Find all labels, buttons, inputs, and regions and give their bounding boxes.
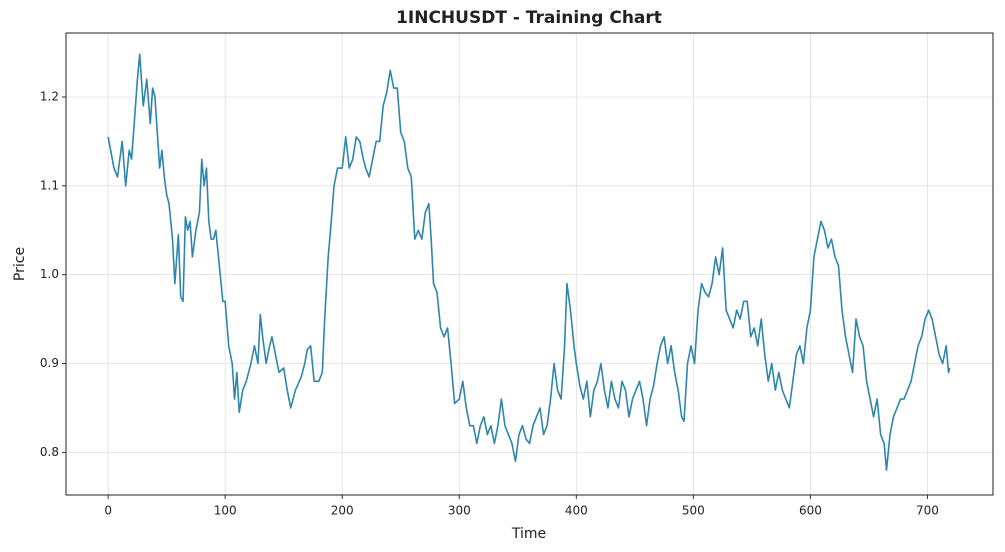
- x-tick-label: 400: [565, 504, 588, 518]
- x-tick-label: 300: [448, 504, 471, 518]
- x-tick-label: 0: [104, 504, 112, 518]
- x-axis-label: Time: [511, 526, 546, 542]
- x-tick-label: 200: [331, 504, 354, 518]
- y-tick-label: 0.9: [40, 356, 59, 370]
- y-tick-label: 0.8: [40, 445, 59, 459]
- x-tick-label: 600: [799, 504, 822, 518]
- y-axis-label: Price: [12, 247, 28, 281]
- y-tick-label: 1.1: [40, 178, 59, 192]
- x-tick-label: 500: [682, 504, 705, 518]
- y-tick-label: 1.0: [40, 267, 59, 281]
- y-tick-label: 1.2: [40, 89, 59, 103]
- x-tick-label: 700: [916, 504, 939, 518]
- price-line: [107, 53, 951, 471]
- plot-frame: [65, 32, 994, 496]
- x-tick-label: 100: [214, 504, 237, 518]
- chart-title: 1INCHUSDT - Training Chart: [396, 8, 662, 28]
